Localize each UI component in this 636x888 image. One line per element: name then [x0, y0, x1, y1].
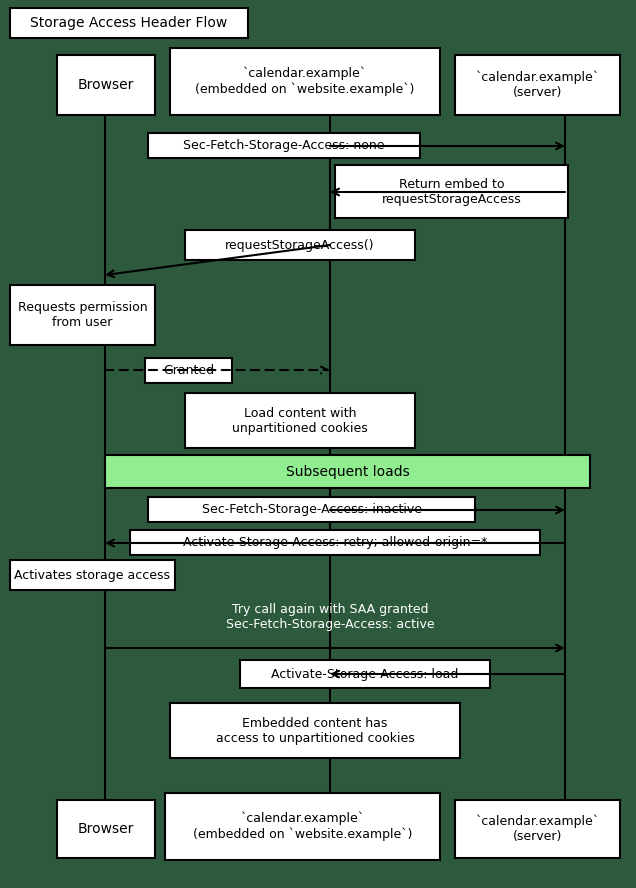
- Bar: [170, 48, 440, 115]
- Text: Embedded content has
access to unpartitioned cookies: Embedded content has access to unpartiti…: [216, 717, 415, 744]
- Bar: [170, 703, 460, 758]
- Bar: [455, 800, 620, 858]
- Bar: [185, 393, 415, 448]
- Text: Try call again with SAA granted
Sec-Fetch-Storage-Access: active: Try call again with SAA granted Sec-Fetc…: [226, 603, 434, 631]
- Text: `calendar.example`
(server): `calendar.example` (server): [476, 71, 600, 99]
- Text: Subsequent loads: Subsequent loads: [286, 464, 410, 479]
- Bar: [455, 55, 620, 115]
- Text: `calendar.example`
(server): `calendar.example` (server): [476, 815, 600, 844]
- Text: requestStorageAccess(): requestStorageAccess(): [225, 239, 375, 251]
- Text: Browser: Browser: [78, 78, 134, 92]
- Bar: [57, 800, 155, 858]
- Bar: [130, 530, 540, 555]
- Text: Activates storage access: Activates storage access: [15, 568, 170, 582]
- Bar: [105, 455, 590, 488]
- Bar: [165, 793, 440, 860]
- Text: Sec-Fetch-Storage-Access: none: Sec-Fetch-Storage-Access: none: [183, 139, 385, 152]
- Bar: [240, 660, 490, 688]
- Bar: [148, 133, 420, 158]
- Bar: [57, 55, 155, 115]
- Bar: [185, 230, 415, 260]
- Bar: [10, 285, 155, 345]
- Text: Sec-Fetch-Storage-Access: inactive: Sec-Fetch-Storage-Access: inactive: [202, 503, 422, 516]
- Text: `calendar.example`
(embedded on `website.example`): `calendar.example` (embedded on `website…: [193, 812, 412, 841]
- Text: Load content with
unpartitioned cookies: Load content with unpartitioned cookies: [232, 407, 368, 434]
- Bar: [145, 358, 232, 383]
- Text: Granted: Granted: [163, 364, 214, 377]
- Bar: [10, 560, 175, 590]
- Text: Storage Access Header Flow: Storage Access Header Flow: [31, 16, 228, 30]
- Bar: [10, 8, 248, 38]
- Text: Activate-Storage-Access: load: Activate-Storage-Access: load: [272, 668, 459, 680]
- Text: Activate-Storage-Access: retry; allowed-origin=*: Activate-Storage-Access: retry; allowed-…: [183, 536, 487, 549]
- Text: `calendar.example`
(embedded on `website.example`): `calendar.example` (embedded on `website…: [195, 67, 415, 96]
- Text: Requests permission
from user: Requests permission from user: [18, 301, 148, 329]
- Text: Return embed to
requestStorageAccess: Return embed to requestStorageAccess: [382, 178, 522, 205]
- Bar: [335, 165, 568, 218]
- Text: Browser: Browser: [78, 822, 134, 836]
- Bar: [148, 497, 475, 522]
